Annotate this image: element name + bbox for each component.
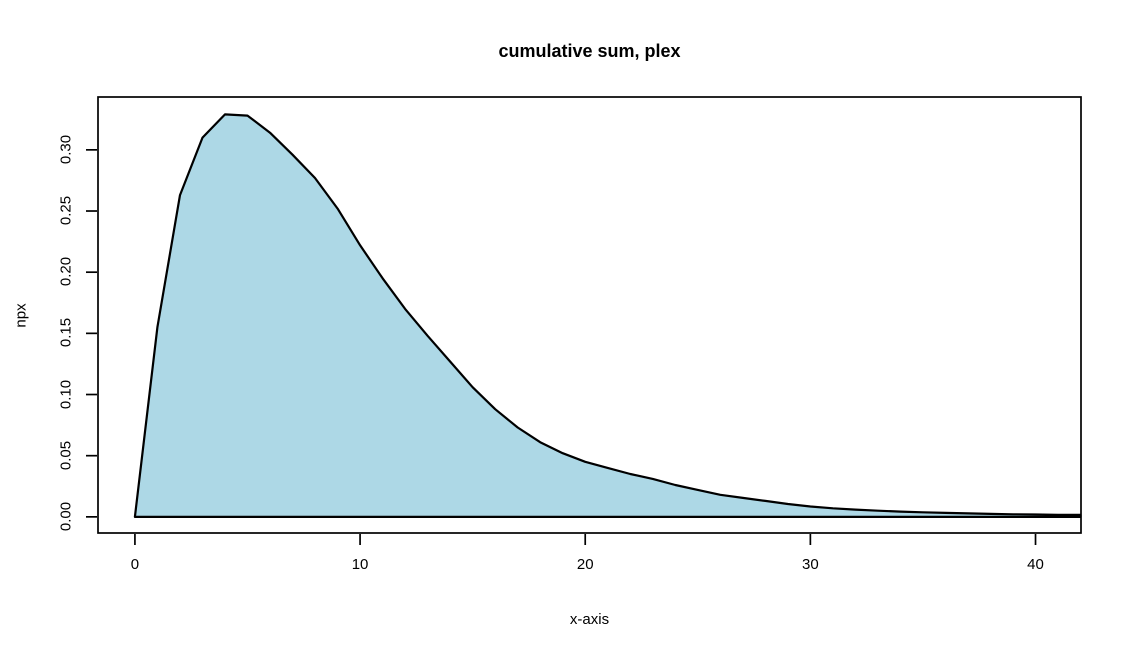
x-axis-label: x-axis [569, 611, 610, 628]
y-tick-label: 0.05 [57, 440, 75, 470]
plot-box [97, 96, 1082, 534]
y-tick-label: 0.10 [57, 379, 75, 409]
y-tick-label: 0.20 [57, 257, 75, 287]
chart-title: cumulative sum, plex [498, 41, 681, 61]
y-axis-label: npx [12, 303, 30, 328]
x-tick-label: 0 [130, 556, 140, 573]
y-tick-label: 0.25 [57, 195, 75, 226]
y-tick-label: 0.15 [57, 318, 75, 348]
x-tick-label: 30 [802, 556, 819, 573]
y-tick-label: 0.00 [57, 501, 75, 531]
density-area [133, 113, 1082, 518]
y-tick-label: 0.30 [57, 134, 75, 164]
x-tick-label: 10 [351, 556, 369, 573]
x-tick-label: 20 [576, 556, 594, 573]
x-tick-label: 40 [1027, 556, 1044, 573]
